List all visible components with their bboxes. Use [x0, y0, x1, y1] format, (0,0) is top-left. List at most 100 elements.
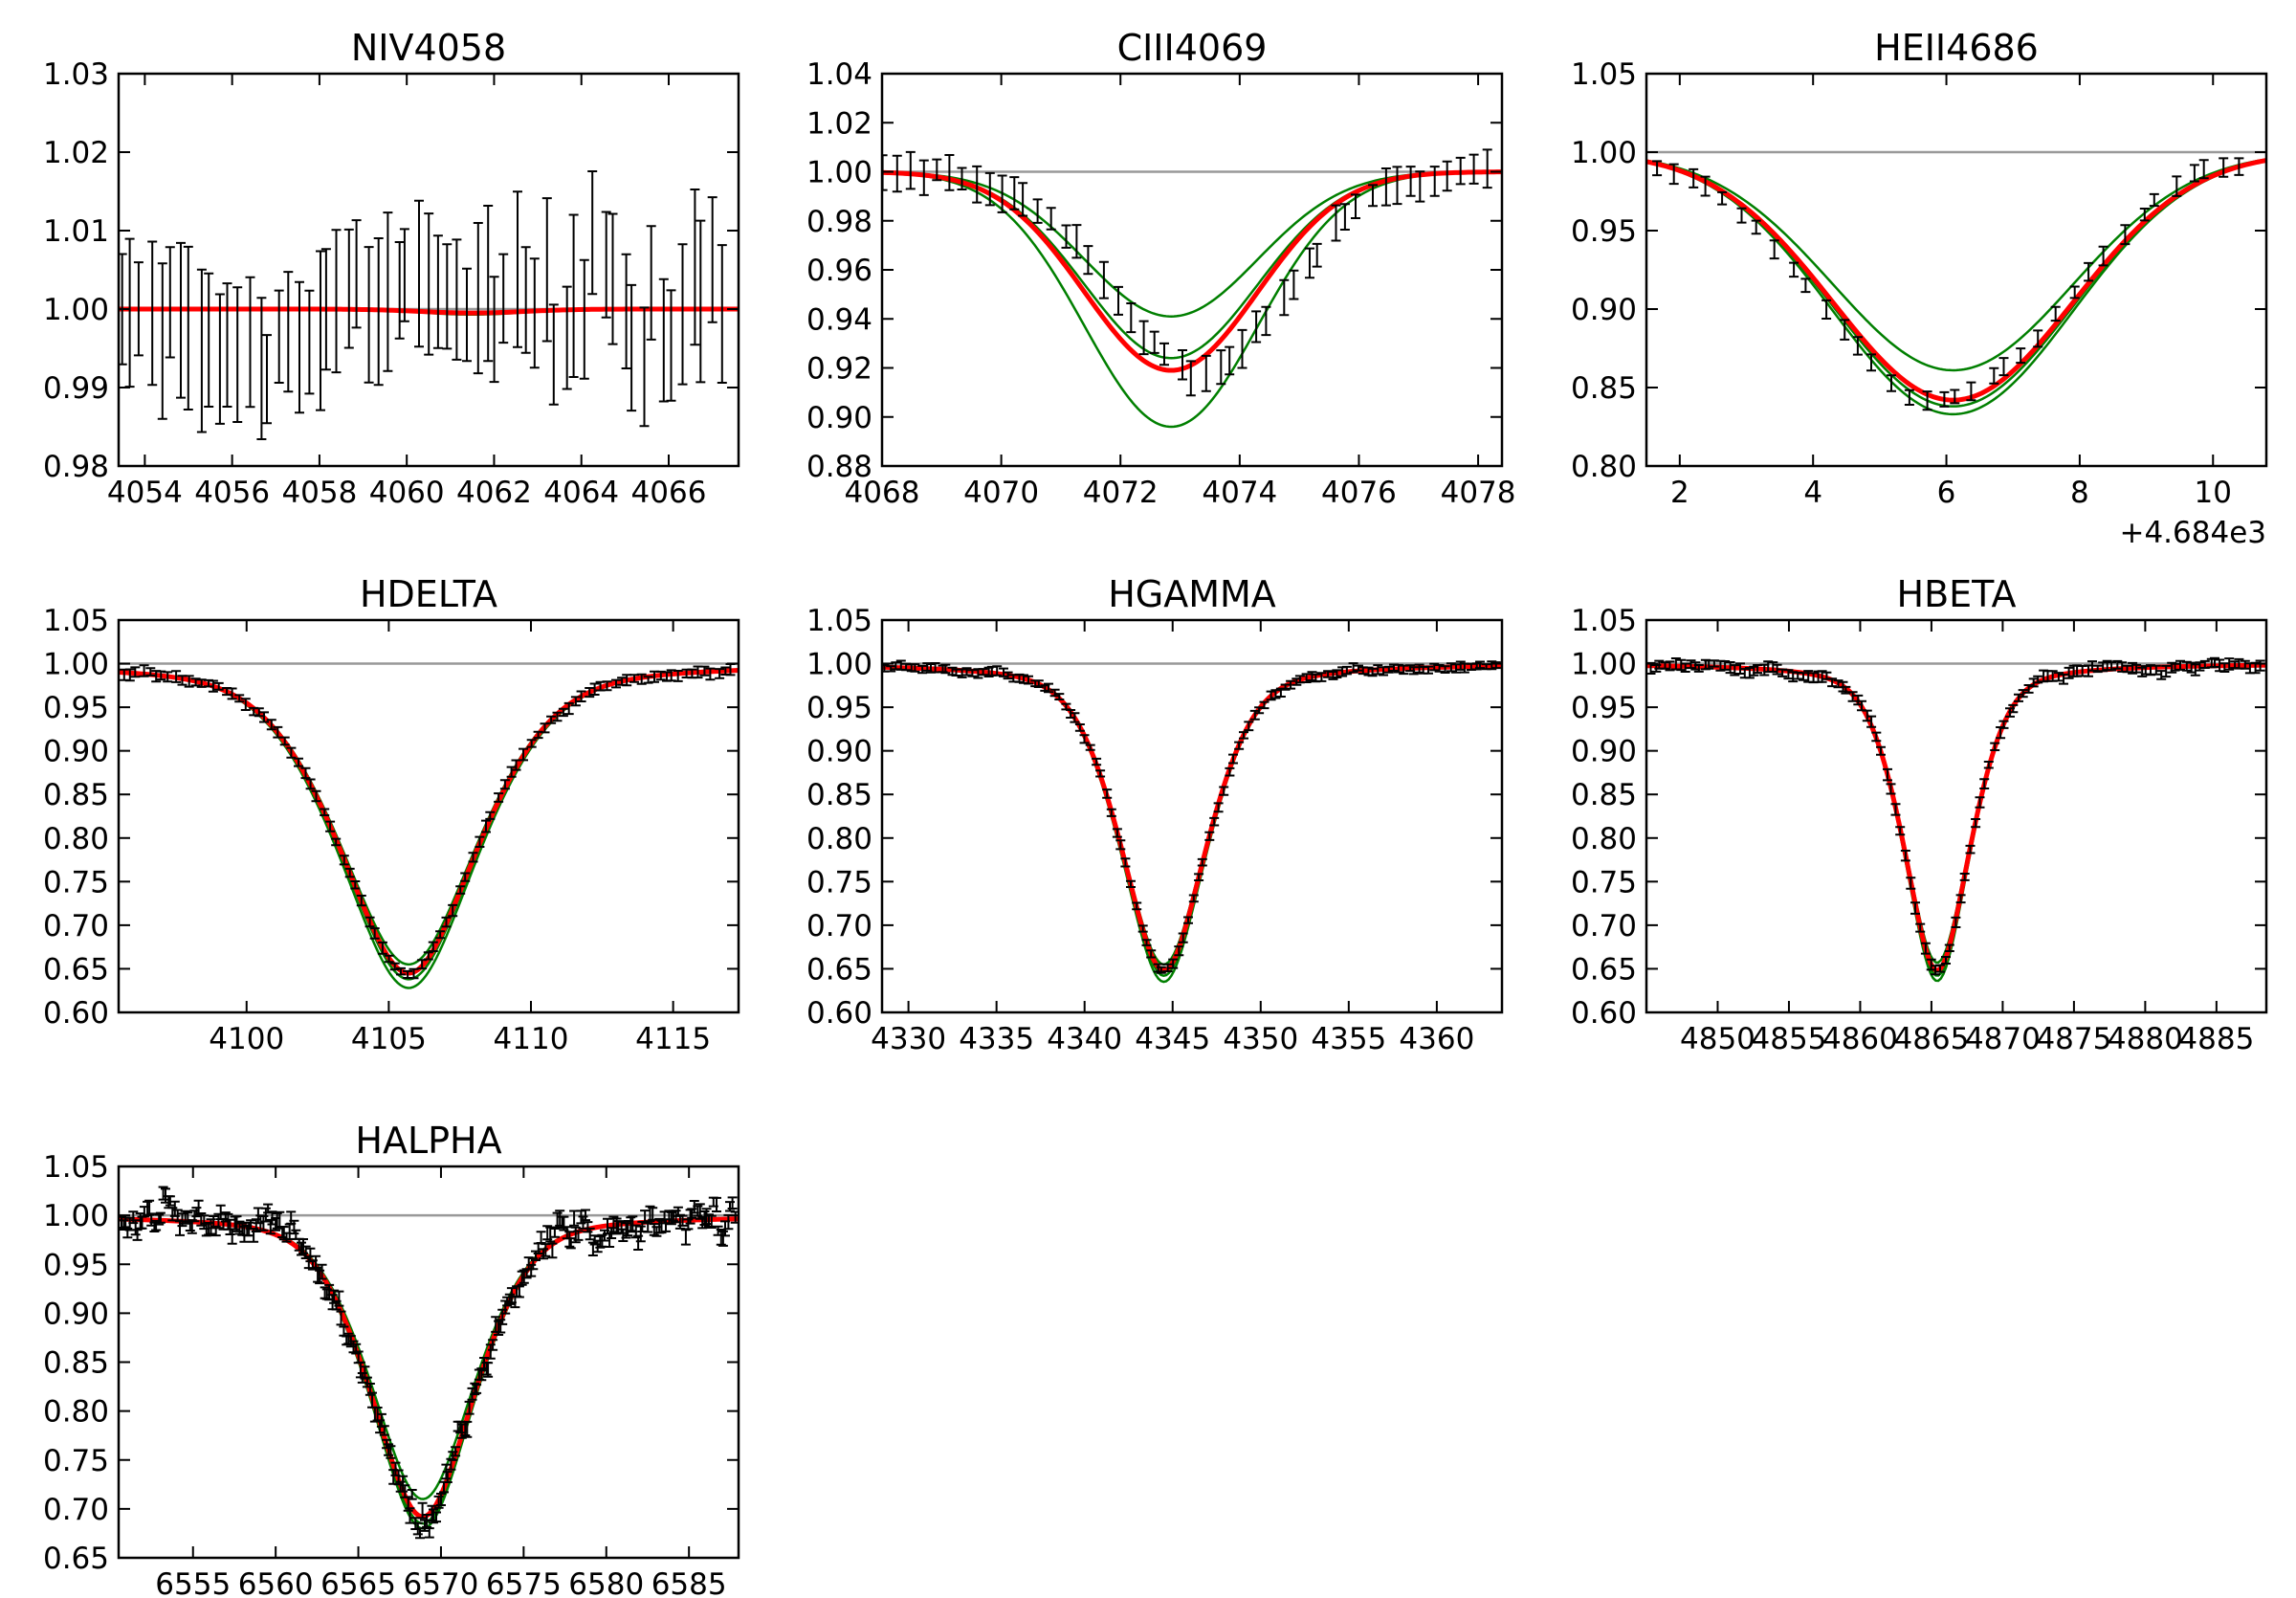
data-point: [1009, 176, 1020, 211]
data-point: [639, 306, 650, 428]
panel-title: HBETA: [1897, 573, 2017, 615]
x-tick-label: 6575: [486, 1567, 562, 1598]
data-point: [1906, 877, 1916, 890]
data-point: [451, 1446, 461, 1457]
data-point: [1989, 366, 1999, 385]
observed-data-errorbars: [1652, 157, 2244, 411]
data-point: [1183, 916, 1193, 924]
x-tick-label: 4340: [1047, 1022, 1122, 1056]
data-point: [585, 687, 595, 699]
data-point: [536, 1231, 546, 1244]
data-point: [918, 159, 929, 196]
data-point: [984, 171, 995, 207]
data-point: [680, 1229, 691, 1246]
x-axis-ticks: 6555 6560 6565 6570 6575 6580 6585: [155, 1166, 727, 1598]
fit-curve: [882, 169, 1502, 373]
data-point: [157, 262, 167, 420]
data-point: [1244, 721, 1254, 732]
data-point: [1149, 330, 1159, 354]
data-point: [163, 671, 173, 683]
y-tick-label: 0.85: [1571, 778, 1637, 812]
data-point: [587, 170, 598, 296]
data-point: [2210, 656, 2219, 668]
data-point: [621, 253, 631, 369]
y-tick-label: 1.00: [43, 1199, 109, 1233]
x-tick-label: 6565: [320, 1567, 396, 1598]
observed-data-errorbars: [119, 663, 736, 980]
data-point: [1799, 672, 1808, 681]
data-point: [552, 711, 563, 722]
data-point: [452, 238, 462, 361]
data-point: [1380, 167, 1391, 207]
data-point: [1827, 677, 1838, 688]
y-tick-label: 0.65: [1571, 952, 1637, 987]
data-point: [343, 228, 354, 349]
data-point: [259, 711, 269, 723]
x-tick-label: 4: [1803, 476, 1822, 510]
data-point: [583, 1221, 593, 1233]
model-curve: [119, 1217, 739, 1500]
data-point: [331, 229, 342, 374]
data-point: [666, 289, 676, 402]
data-point: [1095, 769, 1106, 778]
data-point: [1174, 945, 1184, 957]
data-point: [636, 673, 647, 685]
y-tick-label: 0.90: [806, 735, 872, 769]
x-axis-ticks: 4100 4105 4110 4115: [209, 620, 711, 1056]
data-point: [232, 286, 243, 423]
data-point: [1883, 767, 1892, 782]
data-point: [1112, 828, 1122, 838]
data-point: [1046, 207, 1056, 231]
data-point: [165, 246, 175, 359]
y-tick-label: 1.05: [1571, 604, 1637, 638]
y-axis-ticks: 0.98 0.99 1.00 1.01 1.02 1.03: [43, 57, 739, 484]
data-point: [2033, 329, 2043, 348]
y-tick-label: 0.92: [806, 352, 872, 387]
data-point: [1939, 390, 1950, 408]
data-point: [1965, 844, 1976, 854]
model-curve: [882, 664, 1502, 966]
data-point: [1132, 901, 1142, 911]
data-point: [1126, 879, 1136, 888]
data-point: [1339, 203, 1350, 231]
data-point: [431, 1511, 441, 1523]
data-point: [513, 190, 522, 348]
best-fit-curve: [1646, 158, 2266, 403]
y-tick-label: 0.96: [806, 254, 872, 288]
data-point: [1876, 745, 1886, 756]
model-curve: [882, 170, 1502, 318]
data-point: [1966, 381, 1976, 402]
data-point: [494, 792, 504, 803]
x-tick-label: 4056: [194, 476, 270, 510]
data-point: [300, 766, 311, 780]
data-point: [1201, 354, 1211, 392]
data-point: [1289, 269, 1299, 300]
data-point: [1032, 198, 1043, 224]
data-point: [699, 665, 710, 677]
data-point: [1383, 665, 1394, 674]
data-point: [645, 1205, 655, 1223]
data-point: [562, 285, 572, 390]
y-tick-label: 0.80: [43, 1395, 109, 1430]
data-point: [473, 222, 483, 375]
observed-data-errorbars: [882, 148, 1492, 397]
data-point: [1442, 160, 1452, 192]
data-point: [1475, 660, 1485, 670]
data-point: [677, 1214, 688, 1227]
data-point: [526, 1263, 537, 1277]
data-point: [1800, 277, 1811, 294]
data-point: [1239, 731, 1248, 740]
data-point: [289, 1219, 299, 1235]
y-tick-label: 1.05: [43, 604, 109, 638]
data-point: [496, 1319, 506, 1334]
x-tick-label: 4115: [635, 1022, 711, 1056]
data-point: [1736, 207, 1747, 224]
data-point: [414, 199, 424, 348]
data-point: [1922, 390, 1932, 411]
data-point: [2139, 208, 2150, 222]
y-tick-label: 1.04: [806, 57, 872, 92]
data-point: [481, 819, 491, 833]
data-point: [1367, 667, 1378, 677]
data-point: [1251, 310, 1262, 344]
data-point: [475, 835, 485, 848]
